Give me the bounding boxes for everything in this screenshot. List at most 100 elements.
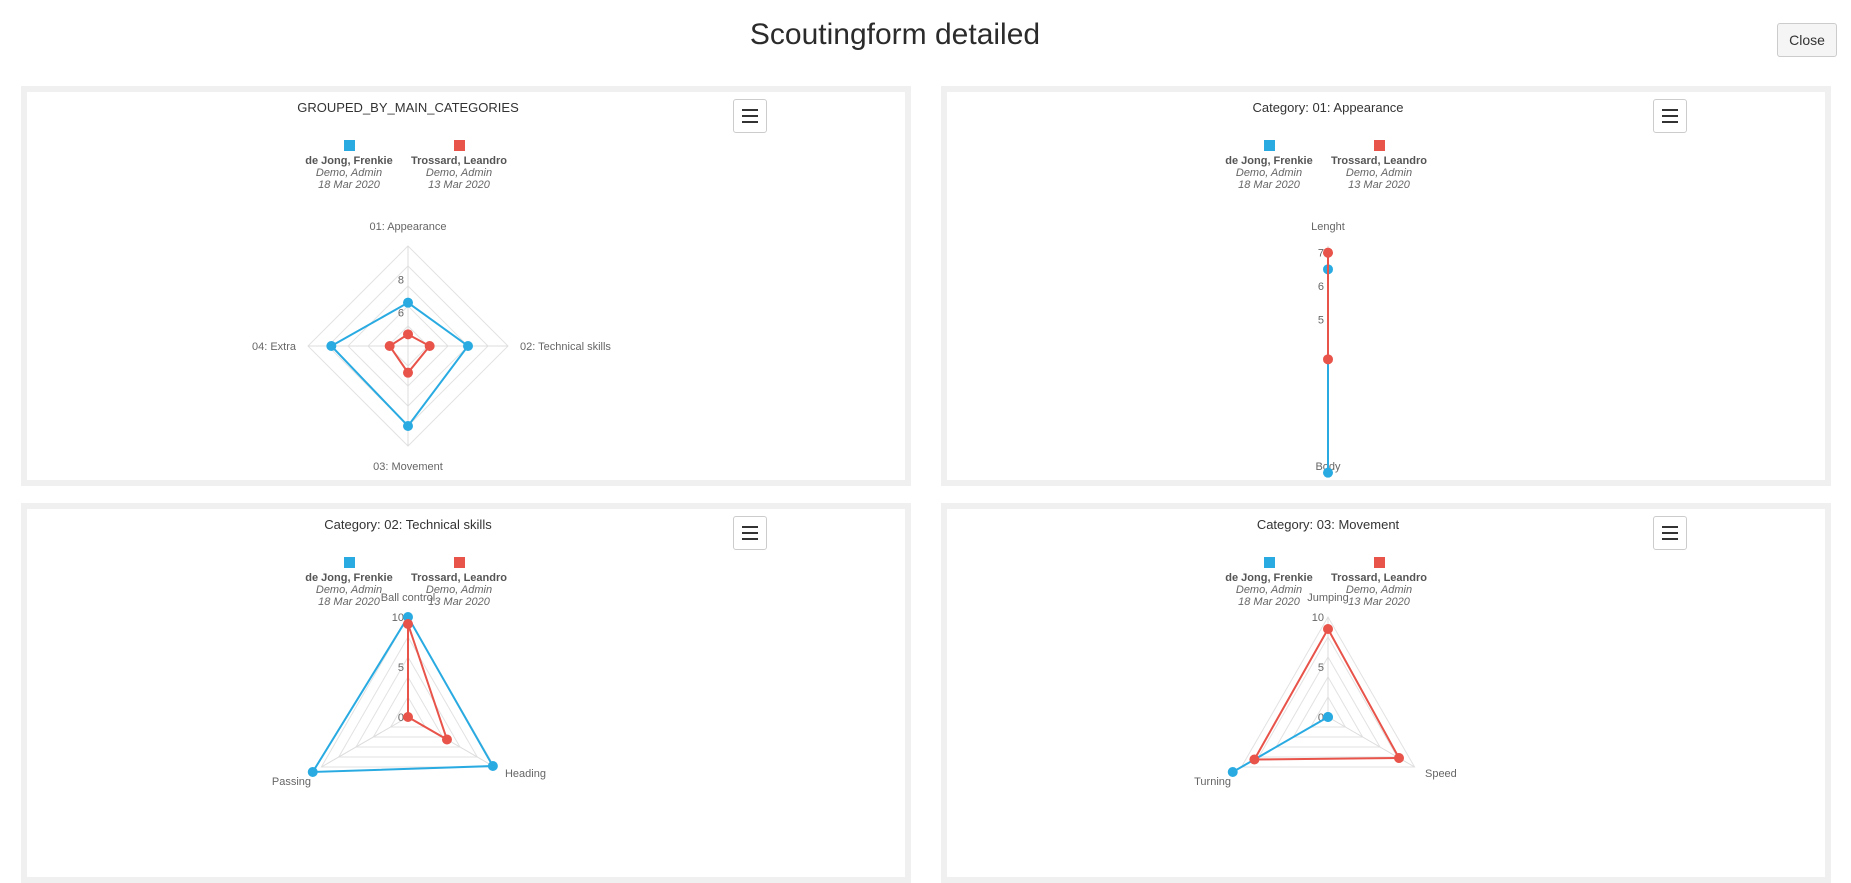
axis-label: Turning — [1194, 776, 1231, 788]
data-point — [403, 619, 413, 629]
chart-title: Category: 03: Movement — [1257, 517, 1400, 532]
chart-menu-button[interactable] — [733, 99, 767, 133]
axis-label: 02: Technical skills — [520, 341, 611, 353]
series-line — [1232, 716, 1329, 773]
legend-author: Demo, Admin — [316, 584, 382, 596]
data-point — [307, 767, 318, 777]
axis-label: Jumping — [1307, 592, 1349, 604]
data-point — [326, 341, 337, 351]
grid-ring — [1292, 676, 1364, 738]
legend-swatch — [344, 140, 355, 151]
legend-date: 13 Mar 2020 — [1348, 179, 1411, 191]
legend-swatch — [1264, 140, 1275, 151]
tick-label: 6 — [1318, 281, 1324, 293]
chart-panel-movement: Category: 03: Movement de Jong, Frenkie De… — [941, 503, 1831, 883]
radar-chart-technical: Category: 02: Technical skills de Jong, F… — [272, 517, 546, 788]
data-point — [384, 341, 395, 351]
legend-swatch — [454, 557, 465, 568]
grid-spoke — [321, 716, 409, 768]
data-point — [1227, 767, 1238, 777]
legend-date: 18 Mar 2020 — [318, 596, 381, 608]
axis-label: 04: Extra — [252, 341, 297, 353]
data-point — [1323, 247, 1333, 258]
chart-title: GROUPED_BY_MAIN_CATEGORIES — [297, 100, 519, 115]
series-line — [407, 623, 449, 742]
chart-menu-button[interactable] — [733, 516, 767, 550]
series-line — [1252, 626, 1401, 761]
grid-ring — [1275, 655, 1381, 748]
tick-label: 0 — [398, 712, 404, 724]
data-point — [441, 734, 452, 745]
axis-label: 01: Appearance — [369, 221, 446, 233]
legend-author: Demo, Admin — [1236, 584, 1302, 596]
data-point — [487, 761, 498, 771]
legend-name: Trossard, Leandro — [411, 155, 507, 167]
data-point — [1249, 754, 1260, 765]
close-button[interactable]: Close — [1777, 23, 1837, 57]
data-point — [1323, 354, 1333, 365]
legend-name: de Jong, Frenkie — [305, 572, 392, 584]
series-line — [329, 301, 470, 428]
axis-label: Passing — [272, 776, 311, 788]
radar-chart-appearance: Category: 01: Appearance de Jong, Frenkie… — [1225, 100, 1427, 478]
grid-ring — [1309, 695, 1347, 728]
legend-author: Demo, Admin — [426, 584, 492, 596]
legend-name: de Jong, Frenkie — [1225, 155, 1312, 167]
data-point — [403, 612, 413, 622]
legend-date: 13 Mar 2020 — [1348, 596, 1411, 608]
tick-label: 5 — [398, 662, 404, 674]
data-point — [403, 712, 413, 722]
legend-name: de Jong, Frenkie — [305, 155, 392, 167]
data-point — [1394, 753, 1405, 763]
axis-label: Ball control — [381, 592, 435, 604]
tick-label: 10 — [1312, 612, 1324, 624]
legend-author: Demo, Admin — [1236, 167, 1302, 179]
tick-label: 8 — [398, 274, 404, 286]
legend-name: de Jong, Frenkie — [1225, 572, 1312, 584]
chart-panel-appearance: Category: 01: Appearance de Jong, Frenkie… — [941, 86, 1831, 486]
legend-name: Trossard, Leandro — [1331, 155, 1427, 167]
tick-label: 7 — [1318, 248, 1324, 260]
legend-name: Trossard, Leandro — [1331, 572, 1427, 584]
tick-label: 6 — [398, 308, 404, 320]
axis-label: Heading — [505, 768, 546, 780]
chart-title: Category: 01: Appearance — [1252, 100, 1403, 115]
legend-date: 18 Mar 2020 — [318, 179, 381, 191]
legend-date: 18 Mar 2020 — [1238, 596, 1301, 608]
legend-swatch — [1374, 557, 1385, 568]
grid-ring — [389, 695, 427, 728]
data-point — [403, 367, 413, 378]
data-point — [1323, 712, 1333, 722]
chart-menu-button[interactable] — [1653, 516, 1687, 550]
legend-author: Demo, Admin — [1346, 584, 1412, 596]
data-point — [403, 297, 413, 308]
data-point — [403, 329, 413, 340]
data-point — [424, 341, 435, 351]
data-point — [463, 341, 473, 351]
legend-author: Demo, Admin — [1346, 167, 1412, 179]
legend-author: Demo, Admin — [426, 167, 492, 179]
grid-ring — [337, 636, 479, 758]
legend-date: 13 Mar 2020 — [428, 179, 491, 191]
series-line — [310, 615, 495, 774]
data-point — [403, 421, 413, 431]
axis-label: Lenght — [1311, 221, 1345, 233]
grid-ring — [1257, 636, 1399, 758]
legend-author: Demo, Admin — [316, 167, 382, 179]
legend-swatch — [454, 140, 465, 151]
data-point — [1323, 467, 1333, 478]
axis-label: Speed — [1425, 768, 1457, 780]
grid-ring — [372, 676, 444, 738]
legend-name: Trossard, Leandro — [411, 572, 507, 584]
legend-swatch — [1264, 557, 1275, 568]
page-title: Scoutingform detailed — [749, 18, 1041, 51]
series-line — [388, 333, 432, 375]
chart-panel-technical: Category: 02: Technical skills de Jong, F… — [21, 503, 911, 883]
legend-swatch — [1374, 140, 1385, 151]
chart-menu-button[interactable] — [1653, 99, 1687, 133]
tick-label: 0 — [1318, 712, 1324, 724]
axis-label: 03: Movement — [373, 461, 443, 473]
